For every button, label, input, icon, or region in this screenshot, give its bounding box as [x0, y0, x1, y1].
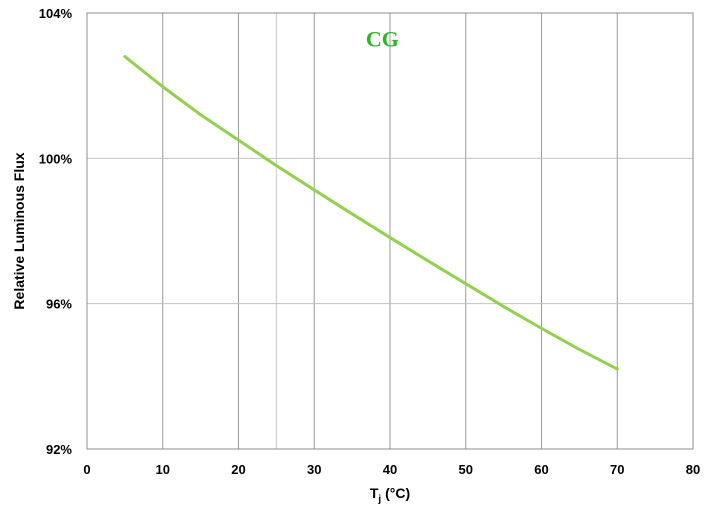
- x-axis-title-main: T: [370, 485, 379, 501]
- y-tick-label: 104%: [39, 6, 73, 21]
- y-tick-label: 100%: [39, 151, 73, 166]
- y-axis-title: Relative Luminous Flux: [11, 152, 27, 309]
- x-tick-label: 40: [383, 462, 397, 477]
- x-tick-label: 80: [686, 462, 700, 477]
- x-axis-title: Tj (°C): [370, 485, 410, 505]
- x-tick-label: 0: [83, 462, 90, 477]
- x-axis-title-rest: (°C): [381, 485, 410, 501]
- chart-annotation: CG: [366, 26, 399, 51]
- y-tick-label: 96%: [46, 297, 72, 312]
- x-tick-label: 20: [231, 462, 245, 477]
- x-axis-title-subscript: j: [377, 494, 381, 505]
- grid-layer: [87, 13, 693, 449]
- tick-label-layer: 0 10 20 30 40 50 60 70 80 92% 96% 100% 104%: [39, 6, 700, 477]
- x-tick-label: 30: [307, 462, 321, 477]
- y-tick-label: 92%: [46, 442, 72, 457]
- x-tick-label: 10: [156, 462, 170, 477]
- x-tick-label: 60: [534, 462, 548, 477]
- series-layer: [123, 55, 619, 371]
- x-tick-label: 50: [459, 462, 473, 477]
- plot-frame: [86, 12, 694, 450]
- series-line: [123, 55, 619, 371]
- x-tick-label: 70: [610, 462, 624, 477]
